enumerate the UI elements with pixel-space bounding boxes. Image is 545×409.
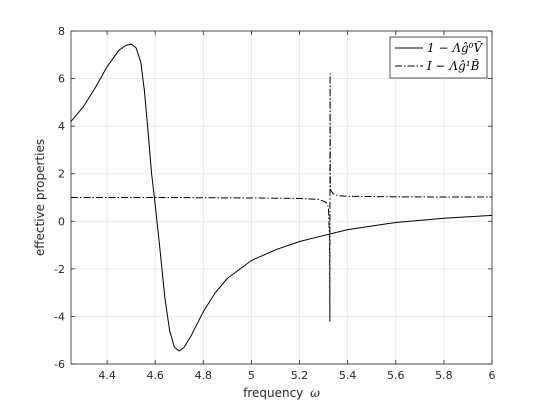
y-tick-label: 0 (58, 215, 65, 228)
x-tick-label: 6 (489, 369, 496, 382)
x-tick-label: 5.2 (291, 369, 309, 382)
series-lines (70, 43, 493, 352)
x-tick-label: 4.8 (195, 369, 213, 382)
y-tick-label: 6 (58, 73, 65, 86)
legend: 1 − Λĝ⁰Ṽ I − Λĝ¹B̃ (389, 36, 488, 79)
legend-box (389, 36, 488, 79)
x-tick-label: 5.8 (435, 369, 453, 382)
legend-entry-series-2: I − Λĝ¹B̃ (426, 58, 480, 73)
y-tick-label: -2 (54, 263, 65, 276)
x-tick-label: 5 (248, 369, 255, 382)
x-tick-label: 4.4 (98, 369, 116, 382)
y-tick-label: 8 (58, 25, 65, 38)
x-axis-label: frequency ω (243, 386, 320, 400)
series-line-2 (71, 73, 492, 322)
ticks: 4.4 4.6 4.8 5 5.2 5.4 5.6 5.8 6 -6 -4 -2 0 2 4 6 8 (54, 25, 495, 382)
y-tick-label: -4 (54, 310, 65, 323)
y-tick-label: 4 (58, 120, 65, 133)
x-tick-label: 4.6 (146, 369, 164, 382)
x-axis-label-text: frequency (243, 386, 303, 400)
y-tick-label: -6 (54, 358, 65, 371)
legend-entry-series-1: 1 − Λĝ⁰Ṽ (427, 40, 483, 55)
y-axis-label: effective properties (33, 139, 47, 256)
x-tick-label: 5.6 (387, 369, 405, 382)
series-line-1 (70, 43, 493, 352)
x-axis-label-symbol: ω (310, 386, 320, 400)
y-tick-label: 2 (58, 168, 65, 181)
x-tick-label: 5.4 (339, 369, 357, 382)
